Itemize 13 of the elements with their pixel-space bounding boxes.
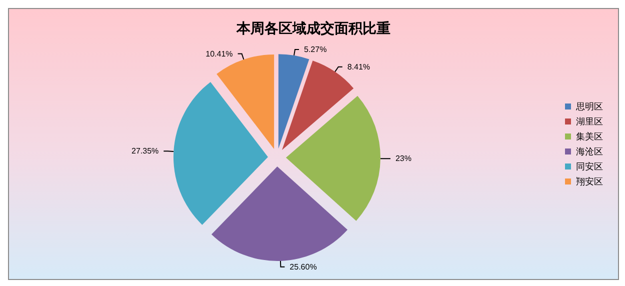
data-label: 23%	[395, 154, 412, 164]
legend-label: 湖里区	[576, 116, 603, 126]
legend-label: 同安区	[576, 162, 603, 172]
legend-label: 翔安区	[576, 176, 603, 186]
data-label: 27.35%	[132, 146, 159, 156]
chart-title: 本周各区域成交面积比重	[236, 20, 390, 37]
legend-label: 思明区	[575, 102, 603, 112]
legend-label: 集美区	[576, 132, 603, 142]
data-label: 10.41%	[206, 49, 233, 58]
legend-label: 海沧区	[576, 146, 603, 156]
data-label: 5.27%	[304, 44, 327, 54]
data-label: 25.60%	[290, 262, 317, 272]
data-label: 8.41%	[347, 62, 370, 72]
